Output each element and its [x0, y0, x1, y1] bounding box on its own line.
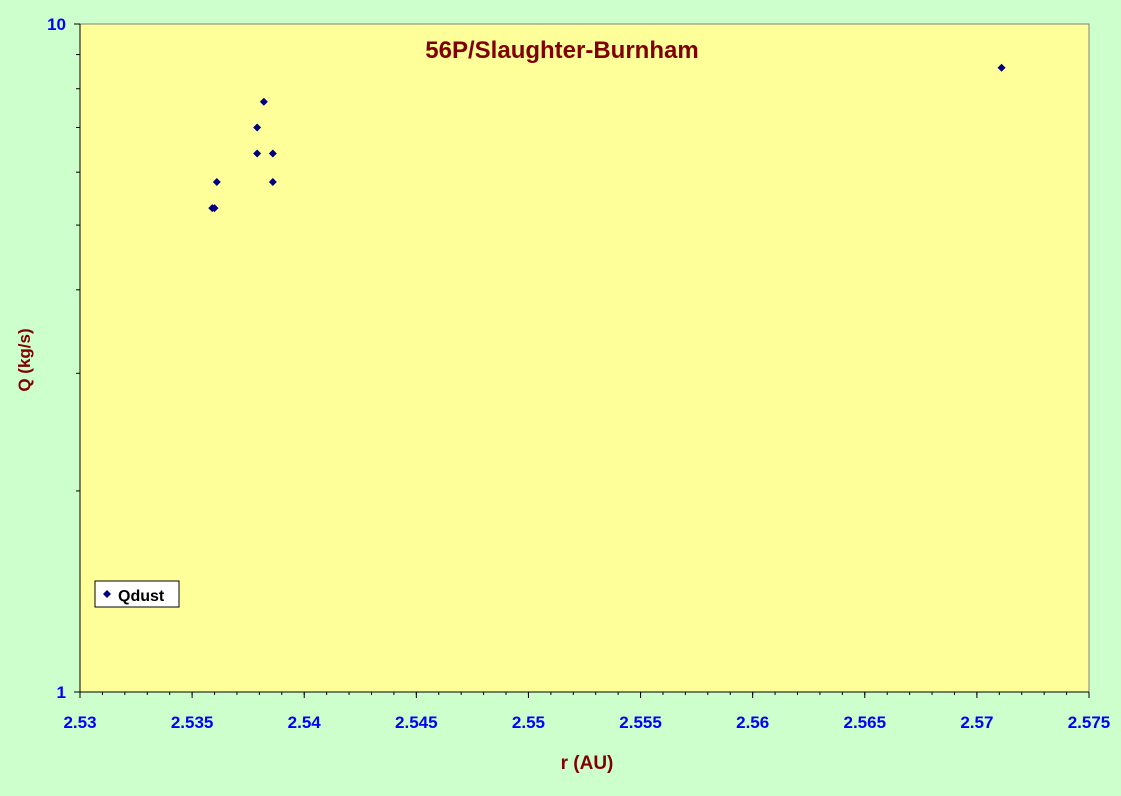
x-tick-label: 2.55: [512, 713, 545, 732]
x-tick-label: 2.565: [844, 713, 887, 732]
markers-layer: [208, 63, 1006, 213]
data-point-qdust: [268, 178, 277, 187]
x-tick-label: 2.575: [1068, 713, 1111, 732]
x-tick-label: 2.535: [171, 713, 214, 732]
x-axis-label: r (AU): [561, 753, 614, 774]
data-point-qdust: [253, 123, 262, 132]
data-point-qdust: [253, 149, 262, 158]
axes-layer: 2.53 2.535 2.54 2.545 2.55 2.555 2.56 2.565 2.57…: [47, 15, 1110, 732]
chart-title: 56P/Slaughter-Burnham: [425, 37, 698, 64]
data-point-qdust: [268, 149, 277, 158]
data-point-qdust: [259, 97, 268, 106]
legend-label-qdust: Qdust: [118, 588, 165, 605]
data-point-qdust: [210, 204, 219, 213]
y-tick-label: 10: [47, 15, 66, 34]
x-tick-label: 2.53: [63, 713, 96, 732]
x-tick-label: 2.56: [736, 713, 769, 732]
x-tick-label: 2.57: [960, 713, 993, 732]
data-point-qdust: [997, 63, 1006, 72]
data-point-qdust: [212, 178, 221, 187]
x-tick-label: 2.555: [619, 713, 662, 732]
y-axis-label: Q (kg/s): [15, 328, 34, 391]
legend-marker-diamond: [103, 590, 111, 598]
y-tick-label: 1: [57, 683, 66, 702]
plot-area: [79, 23, 1090, 693]
x-tick-label: 2.545: [395, 713, 438, 732]
legend: Qdust: [94, 580, 180, 608]
x-tick-label: 2.54: [288, 713, 322, 732]
